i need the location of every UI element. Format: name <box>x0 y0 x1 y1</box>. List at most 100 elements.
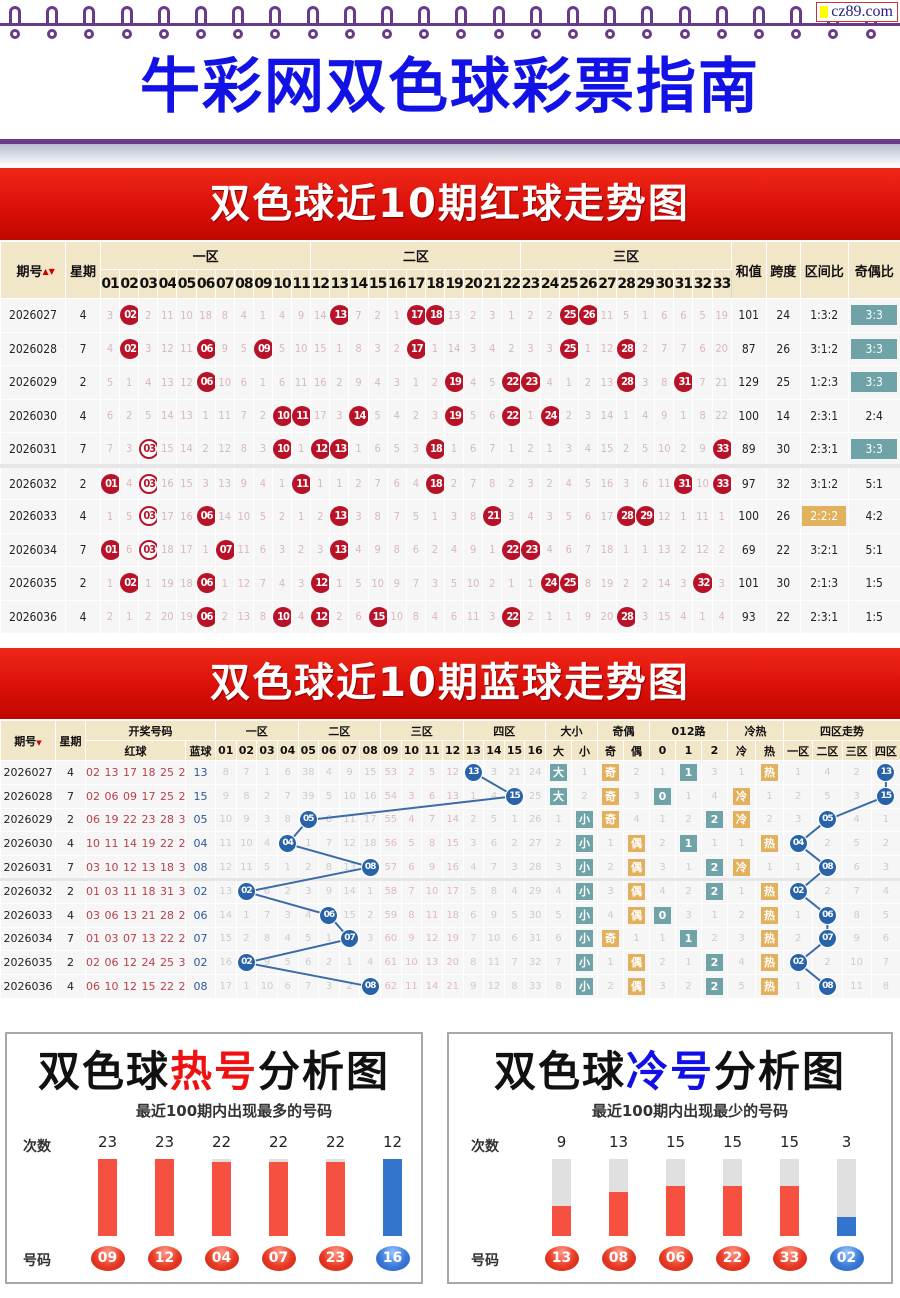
red-ball: 28 <box>617 606 635 627</box>
miss-cell: 9 <box>483 902 505 928</box>
miss-cell: 3 <box>558 432 579 467</box>
red-ball: 28 <box>617 338 635 359</box>
table-row: 2026031 7 7 3 03 15 14 2 12 8 3 10 1 12 13 1 6 5 3 18 1 6 7 1 2 1… <box>0 432 900 467</box>
sub-header: 热 <box>755 740 784 761</box>
bar-column: 13 08 <box>590 1132 647 1271</box>
table-row: 2026030 4 10 11 14 19 22 24 04 11 10 4 04 1 7 12 18… <box>0 831 900 857</box>
number-header: 23 <box>520 269 541 299</box>
miss-cell: 12 <box>654 499 675 534</box>
miss-cell: 17 <box>157 499 178 534</box>
red-ball: 22 <box>502 372 520 393</box>
bar-value-label: 13 <box>608 1133 629 1151</box>
blue-ball: 05 <box>818 811 836 829</box>
weekday-cell: 4 <box>65 599 101 634</box>
miss-cell: 6 <box>233 365 254 400</box>
miss-cell: 10 <box>271 398 293 433</box>
miss-cell: 6 <box>443 599 465 634</box>
bar-value-label: 22 <box>211 1133 232 1151</box>
sort-arrows-icon[interactable]: ▲▼ <box>42 267 55 276</box>
miss-cell: 19 <box>711 298 732 333</box>
miss-cell: 03 <box>138 499 159 534</box>
miss-cell: 10 <box>271 599 293 634</box>
miss-cell: 1 <box>424 331 446 366</box>
zone-ratio-cell: 1:2:3 <box>799 365 849 400</box>
red-ball: 01 <box>101 473 119 494</box>
miss-cell: 1 <box>99 566 121 601</box>
cold-title-highlight: 冷号 <box>625 1047 714 1096</box>
issue-header[interactable]: 期号▼ <box>0 720 56 761</box>
issue-header[interactable]: 期号▲▼ <box>0 241 66 299</box>
mod3-tag: 1 <box>680 930 697 948</box>
miss-cell: 8 <box>503 974 526 999</box>
miss-cell: 4 <box>405 464 426 500</box>
miss-cell: 2 <box>318 950 340 976</box>
blue-ball: 04 <box>789 835 807 853</box>
miss-cell: 3 <box>367 331 388 366</box>
miss-cell: 7 <box>482 432 503 467</box>
quad-cell: 02 <box>782 950 814 976</box>
mod3-tag: 1 <box>680 763 697 781</box>
miss-cell: 19 <box>443 398 465 433</box>
temp-cell: 热 <box>755 760 784 785</box>
temp-tag: 热 <box>761 906 778 924</box>
miss-cell: 4 <box>119 464 140 500</box>
number-header: 04 <box>276 740 299 761</box>
miss-cell: 11 <box>214 398 235 433</box>
span-cell: 14 <box>765 398 801 433</box>
odd-even-value: 1:5 <box>865 609 883 624</box>
miss-cell: 5 <box>367 398 388 433</box>
zone-header: 三区 <box>520 241 732 270</box>
weekday-cell: 4 <box>65 499 101 534</box>
number-header: 22 <box>501 269 522 299</box>
sub-header: 偶 <box>623 740 650 761</box>
miss-cell: 2 <box>271 499 293 534</box>
bar-track <box>212 1159 231 1236</box>
parity-cell: 1 <box>623 926 650 952</box>
miss-cell: 19 <box>157 566 178 601</box>
miss-cell: 4 <box>138 365 159 400</box>
miss-cell: 7 <box>654 331 675 366</box>
miss-cell: 6 <box>119 532 140 567</box>
red-ball: 11 <box>292 405 310 426</box>
bar <box>666 1185 685 1236</box>
red-trend-table: 期号▲▼ 星期 一区 二区 三区 和值 跨度 区间比 奇偶比 01 02 03 04 05 06 07 08 09… <box>0 241 900 634</box>
site-badge[interactable]: cz89.com <box>816 2 898 22</box>
sort-arrows-icon[interactable]: ▼ <box>36 738 42 747</box>
parity-tag: 偶 <box>628 835 645 853</box>
blue-header: 蓝球 <box>185 740 216 761</box>
miss-cell: 4 <box>635 398 656 433</box>
miss-cell: 3 <box>291 566 312 601</box>
number-header: 06 <box>318 740 340 761</box>
red-ball: 11 <box>292 473 310 494</box>
miss-cell: 7 <box>367 464 388 500</box>
miss-cell: 1 <box>310 464 331 500</box>
miss-cell: 11 <box>463 599 484 634</box>
parity-cell: 偶 <box>623 877 650 904</box>
miss-cell: 16 <box>596 464 618 500</box>
blue-ball: 08 <box>361 978 379 996</box>
zone-ratio-cell: 3:2:1 <box>799 532 849 567</box>
miss-cell: 11 <box>291 464 312 500</box>
miss-cell: 3 <box>297 877 320 904</box>
miss-cell: 9 <box>577 599 598 634</box>
red-number-ball: 09 <box>90 1246 125 1271</box>
red-ball: 01 <box>101 539 119 560</box>
zone-ratio-header: 区间比 <box>799 241 849 299</box>
miss-cell: 18 <box>596 532 618 567</box>
quad-cell: 2 <box>841 760 872 785</box>
miss-cell: 06 <box>195 499 216 534</box>
number-header: 11 <box>291 269 312 299</box>
miss-cell: 7 <box>577 532 598 567</box>
zone-ratio-cell: 2:2:2 <box>799 499 849 534</box>
red-numbers-cell: 02 06 09 17 25 28 <box>85 783 186 809</box>
miss-cell: 11 <box>421 902 443 928</box>
quad-cell: 11 <box>841 974 872 999</box>
miss-cell: 13 <box>329 298 350 333</box>
miss-cell: 3 <box>276 902 299 928</box>
miss-cell: 3 <box>359 926 381 952</box>
parity-tag: 偶 <box>628 858 645 876</box>
miss-cell: 2 <box>348 464 369 500</box>
miss-cell: 33 <box>524 974 546 999</box>
red-ball: 02 <box>120 305 138 326</box>
red-ball: 18 <box>426 473 444 494</box>
